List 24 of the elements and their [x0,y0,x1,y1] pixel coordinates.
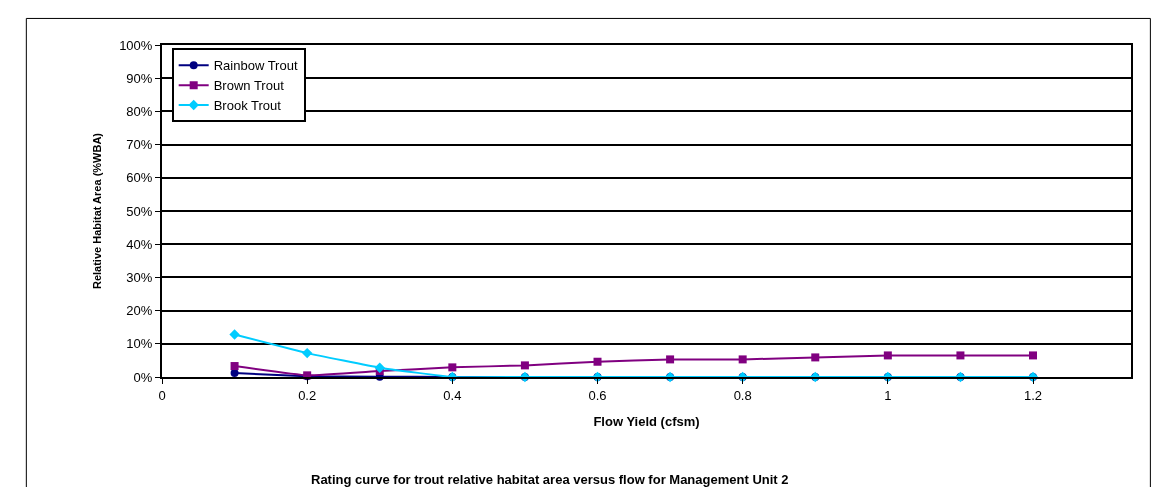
y-axis-title: Relative Habitat Area (%WBA) [91,132,104,290]
x-tick-label: 0.8 [733,387,752,403]
y-tick-label: 90% [126,70,153,86]
text: Rating curve for trout relative habitat area versus flow for Management Unit 2 [311,472,789,487]
y-tick-label: 20% [126,303,153,319]
x-tick-label: 1.2 [1023,387,1043,403]
x-tick-label: 0 [158,387,166,403]
legend-label: Brown Trout [213,78,285,94]
y-tick-label: 70% [126,137,153,153]
y-tick-label: 30% [126,269,153,285]
x-tick-label: 0.4 [443,387,462,403]
x-axis-title: Flow Yield (cfsm) [593,413,700,429]
y-tick-label: 60% [126,170,153,186]
y-tick-label: 0% [133,369,153,385]
y-tick-label: 50% [126,203,153,219]
y-tick-label: 100% [119,37,153,53]
y-tick-label: 40% [126,236,153,252]
y-tick-label: 80% [126,103,153,119]
y-tick-label: 10% [126,336,153,352]
legend-label: Rainbow Trout [213,58,298,74]
x-tick-label: 0.2 [298,387,317,403]
legend-label: Brook Trout [213,98,282,114]
x-tick-label: 0.6 [588,387,607,403]
x-tick-label: 1 [884,387,892,403]
